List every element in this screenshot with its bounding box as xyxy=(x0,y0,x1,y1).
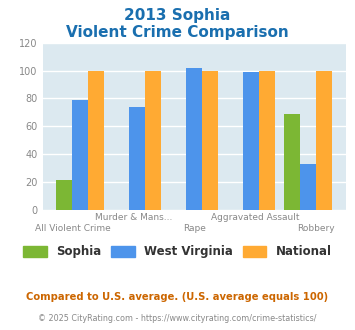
Bar xyxy=(88,71,104,210)
Bar xyxy=(244,72,260,210)
Bar xyxy=(129,107,145,210)
Bar xyxy=(316,71,332,210)
Text: Murder & Mans...: Murder & Mans... xyxy=(95,213,172,222)
Bar xyxy=(300,164,316,210)
Bar xyxy=(56,181,72,210)
Bar xyxy=(260,71,275,210)
Text: Violent Crime Comparison: Violent Crime Comparison xyxy=(66,25,289,40)
Bar xyxy=(202,71,218,210)
Text: Aggravated Assault: Aggravated Assault xyxy=(211,213,299,222)
Bar xyxy=(186,68,202,210)
Text: Robbery: Robbery xyxy=(297,224,334,233)
Bar xyxy=(72,100,88,210)
Bar xyxy=(284,114,300,210)
Text: © 2025 CityRating.com - https://www.cityrating.com/crime-statistics/: © 2025 CityRating.com - https://www.city… xyxy=(38,314,317,323)
Legend: Sophia, West Virginia, National: Sophia, West Virginia, National xyxy=(19,241,336,263)
Text: Rape: Rape xyxy=(183,224,206,233)
Text: All Violent Crime: All Violent Crime xyxy=(35,224,111,233)
Text: Compared to U.S. average. (U.S. average equals 100): Compared to U.S. average. (U.S. average … xyxy=(26,292,329,302)
Bar xyxy=(145,71,161,210)
Text: 2013 Sophia: 2013 Sophia xyxy=(124,8,231,23)
